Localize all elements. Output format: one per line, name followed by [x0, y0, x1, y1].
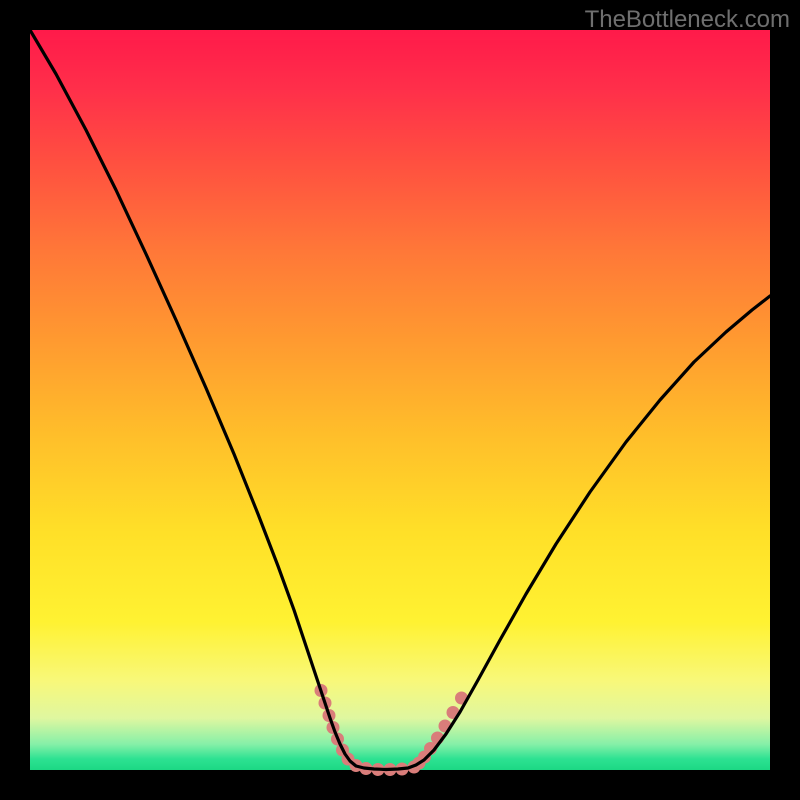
left-curve	[30, 30, 386, 770]
plot-area	[30, 30, 770, 770]
curve-layer	[30, 30, 770, 770]
watermark-text: TheBottleneck.com	[585, 6, 790, 34]
salmon-dot-group	[315, 684, 469, 776]
right-curve	[386, 296, 770, 770]
chart-stage: TheBottleneck.com	[0, 0, 800, 800]
